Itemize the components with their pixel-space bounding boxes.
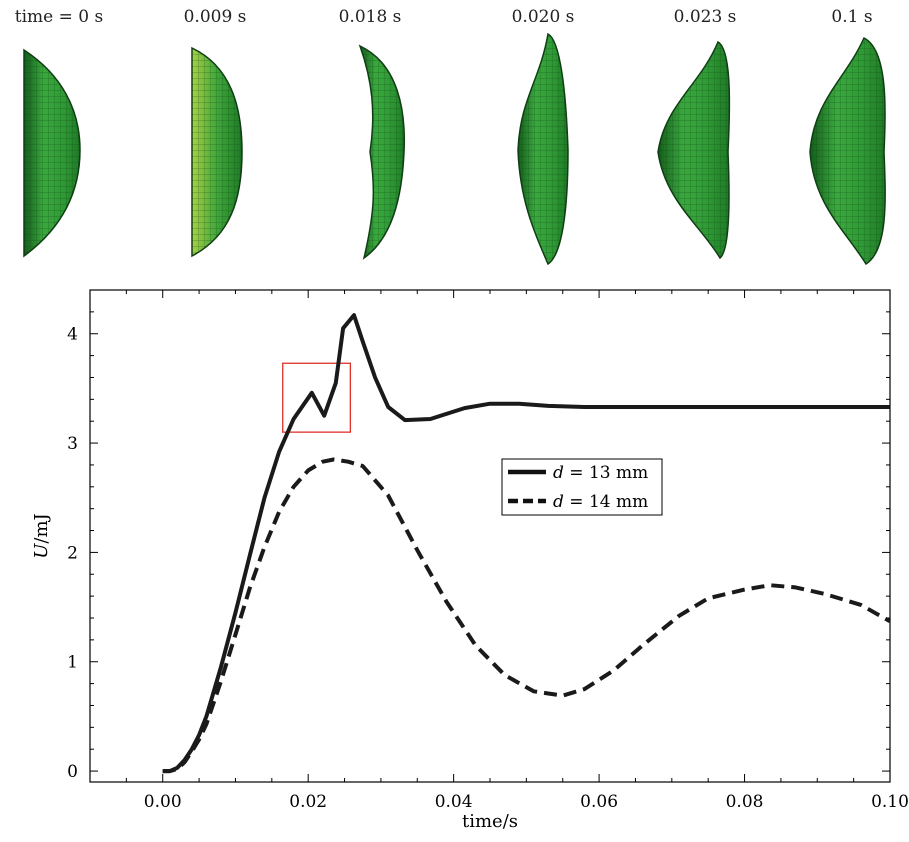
y-tick-label-4: 4 [67,325,78,345]
y-ticks: 0 1 2 3 4 [67,311,890,782]
snapshot-label-4: 0.023 s [674,7,737,27]
x-axis-title: time/s [462,811,518,832]
shell-snapshot-3 [517,32,569,266]
shell-snapshot-1 [191,46,243,258]
legend-label-1: d = 14 mm [553,492,648,512]
x-tick-label-2: 0.04 [435,792,473,812]
shell-snapshot-2 [358,44,406,260]
shell-snapshot-5 [809,36,886,266]
series-layer [162,313,891,774]
x-tick-label-4: 0.08 [726,792,764,812]
highlight-box [282,362,352,433]
snapshot-label-0: time = 0 s [15,7,103,27]
y-tick-label-0: 0 [67,762,78,782]
snapshot-label-5: 0.1 s [831,7,872,27]
legend-label-0: d = 13 mm [553,463,648,483]
series-line-d13 [162,313,890,774]
y-axis-title: U/mJ [31,513,52,559]
y-tick-label-3: 3 [67,434,78,454]
series-line-d14 [162,457,891,774]
x-tick-label-0: 0.00 [144,792,182,812]
legend-box [501,458,663,516]
x-ticks: 0.00 0.02 0.04 0.06 0.08 0.10 [89,290,909,812]
snapshot-labels: time = 0 s 0.009 s 0.018 s 0.020 s 0.023… [15,7,873,27]
chart: 0.00 0.02 0.04 0.06 0.08 0.10 0 1 2 3 4 d = 13 mm… [31,289,909,832]
snapshot-label-2: 0.018 s [339,7,402,27]
shell-snapshot-0 [23,48,81,258]
y-tick-label-1: 1 [67,653,78,673]
x-tick-label-5: 0.10 [871,792,909,812]
snapshot-label-1: 0.009 s [184,7,247,27]
legend-item-0: d = 13 mm [508,463,648,483]
legend: d = 13 mm d = 14 mm [501,458,663,516]
legend-item-1: d = 14 mm [508,492,648,512]
x-tick-label-1: 0.02 [289,792,327,812]
x-tick-label-3: 0.06 [580,792,618,812]
y-tick-label-2: 2 [67,543,78,563]
shell-snapshot-4 [657,40,731,260]
snapshot-shells [23,32,886,266]
snapshot-label-3: 0.020 s [512,7,575,27]
